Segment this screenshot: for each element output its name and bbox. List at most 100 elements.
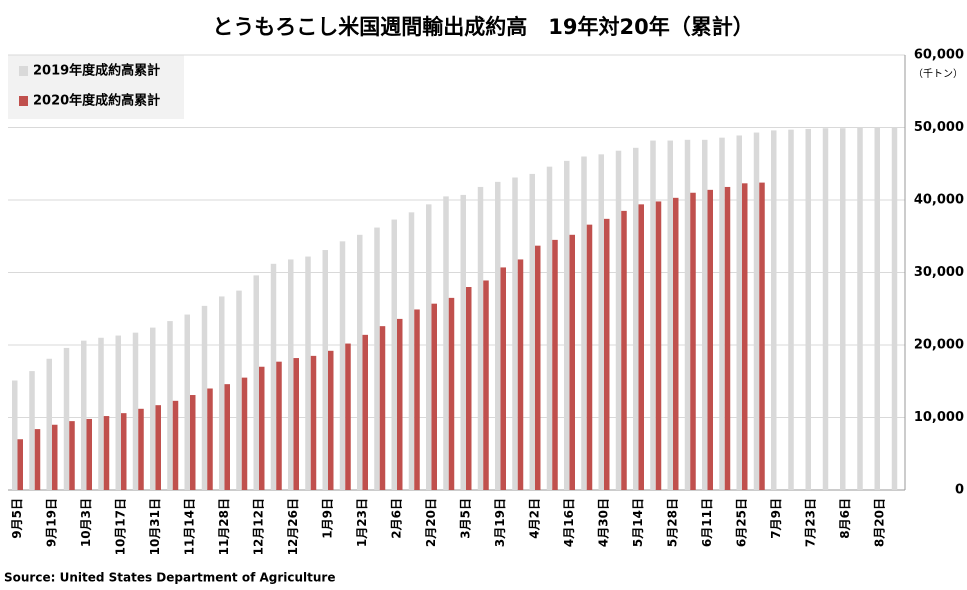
bar <box>460 194 466 491</box>
bar <box>328 350 334 490</box>
bar <box>52 424 58 490</box>
bar <box>443 196 449 490</box>
y-tick-label: 60,000 <box>914 48 964 63</box>
bar <box>69 421 75 490</box>
y-tick-label: 30,000 <box>914 265 964 280</box>
x-tick-label: 6月25日 <box>735 498 749 547</box>
x-tick-label: 1月9日 <box>321 498 335 539</box>
bar <box>788 129 794 491</box>
bar <box>167 321 173 490</box>
x-tick-label: 11月14日 <box>183 498 197 555</box>
bar <box>276 361 282 490</box>
bar <box>564 160 570 490</box>
bar <box>219 296 225 490</box>
bar <box>483 280 489 490</box>
x-tick-label: 10月17日 <box>114 498 128 555</box>
bar <box>673 197 679 490</box>
bar <box>581 156 587 490</box>
bar <box>615 150 622 490</box>
bar <box>719 137 725 490</box>
x-tick-label: 5月28日 <box>666 498 680 547</box>
bar <box>586 224 593 490</box>
bar <box>339 241 346 490</box>
bar <box>753 132 760 490</box>
bar <box>103 416 110 490</box>
bar <box>638 204 644 490</box>
chart-title: とうもろこし米国週間輸出成約高 19年対20年（累計） <box>212 15 753 39</box>
bar <box>293 358 299 490</box>
x-tick-label: 2月6日 <box>390 498 404 539</box>
bar <box>270 263 277 490</box>
bar <box>655 201 662 490</box>
x-tick-label: 3月5日 <box>459 498 473 539</box>
x-tick-label: 1月23日 <box>355 498 369 547</box>
bar <box>552 239 558 490</box>
bar <box>121 413 127 490</box>
bar <box>357 234 363 490</box>
bar <box>690 192 696 490</box>
x-tick-label: 11月28日 <box>217 498 231 555</box>
bar <box>46 358 52 490</box>
bar <box>535 245 541 490</box>
bar <box>12 380 18 490</box>
bar <box>241 377 248 490</box>
bar <box>874 127 880 490</box>
bar <box>500 267 506 490</box>
x-tick-label: 10月3日 <box>79 498 93 547</box>
bar <box>34 429 41 490</box>
bar <box>253 275 259 490</box>
bar <box>236 290 242 490</box>
legend-swatch <box>19 96 28 106</box>
x-tick-label: 9月19日 <box>45 498 59 547</box>
bar <box>857 127 863 490</box>
bar <box>684 139 691 490</box>
bar <box>86 418 92 490</box>
bar <box>840 128 846 490</box>
bar <box>379 326 386 490</box>
y-tick-label: 40,000 <box>914 193 964 208</box>
bar <box>822 128 829 490</box>
bar <box>155 405 161 490</box>
bar <box>426 204 432 490</box>
bar <box>29 371 35 490</box>
bar <box>414 309 420 490</box>
y-tick-label: 20,000 <box>914 338 964 353</box>
bar <box>633 147 639 491</box>
x-tick-label: 3月19日 <box>493 498 507 547</box>
bar <box>650 140 656 491</box>
bar <box>707 189 713 490</box>
x-tick-label: 2月20日 <box>424 498 438 547</box>
bar <box>512 177 518 490</box>
x-tick-label: 9月5日 <box>10 498 24 539</box>
bar <box>224 384 230 490</box>
legend-label: 2019年度成約高累計 <box>33 63 160 79</box>
bar <box>408 212 415 490</box>
bar <box>362 334 368 490</box>
x-tick-label: 8月6日 <box>838 498 852 539</box>
bar <box>201 305 208 490</box>
bar <box>724 186 731 490</box>
bar <box>621 210 627 490</box>
bar <box>190 395 196 490</box>
y-tick-label: 0 <box>955 483 964 498</box>
bar <box>184 314 190 490</box>
bar <box>667 140 673 491</box>
source: Source: United States Department of Agri… <box>4 571 336 585</box>
bar <box>132 332 139 490</box>
bar <box>771 130 777 490</box>
x-tick-label: 5月14日 <box>631 498 645 547</box>
bar <box>63 347 70 490</box>
bar <box>702 139 708 490</box>
y-tick-label: 10,000 <box>914 410 964 425</box>
bar <box>310 355 317 490</box>
bar <box>98 337 104 490</box>
bar <box>529 173 535 490</box>
bar <box>322 250 328 490</box>
bar <box>391 219 397 490</box>
x-tick-label: 4月2日 <box>528 498 542 539</box>
bar <box>546 166 553 490</box>
x-tick-label: 7月23日 <box>804 498 818 547</box>
x-tick-label: 10月31日 <box>148 498 162 555</box>
bar <box>374 227 380 491</box>
x-tick-label: 8月20日 <box>873 498 887 547</box>
